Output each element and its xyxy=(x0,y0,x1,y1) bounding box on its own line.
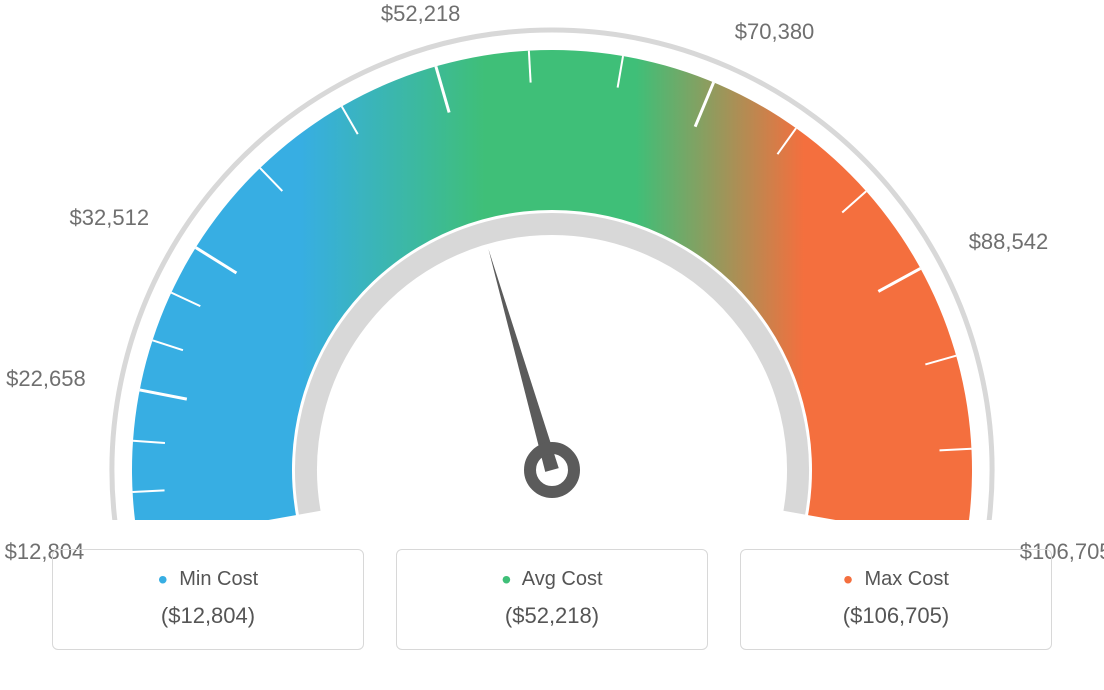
min-cost-card: • Min Cost ($12,804) xyxy=(52,549,364,650)
summary-cards: • Min Cost ($12,804) • Avg Cost ($52,218… xyxy=(52,549,1052,650)
gauge-tick-label: $88,542 xyxy=(969,229,1049,255)
max-cost-card: • Max Cost ($106,705) xyxy=(740,549,1052,650)
min-cost-value: ($12,804) xyxy=(73,603,343,629)
max-cost-header: • Max Cost xyxy=(761,568,1031,591)
min-cost-header: • Min Cost xyxy=(73,568,343,591)
max-cost-value: ($106,705) xyxy=(761,603,1031,629)
gauge-svg xyxy=(52,20,1052,520)
gauge-tick-label: $70,380 xyxy=(735,19,815,45)
avg-cost-card: • Avg Cost ($52,218) xyxy=(396,549,708,650)
gauge-tick-label: $52,218 xyxy=(381,1,461,27)
min-cost-label: Min Cost xyxy=(179,568,258,590)
gauge-tick-label: $22,658 xyxy=(6,366,86,392)
max-cost-label: Max Cost xyxy=(864,568,948,590)
gauge-tick-label: $32,512 xyxy=(70,205,150,231)
avg-cost-header: • Avg Cost xyxy=(417,568,687,591)
gauge-chart: $12,804$22,658$32,512$52,218$70,380$88,5… xyxy=(0,0,1104,520)
avg-cost-value: ($52,218) xyxy=(417,603,687,629)
gauge-needle xyxy=(488,249,558,472)
avg-cost-label: Avg Cost xyxy=(522,568,603,590)
